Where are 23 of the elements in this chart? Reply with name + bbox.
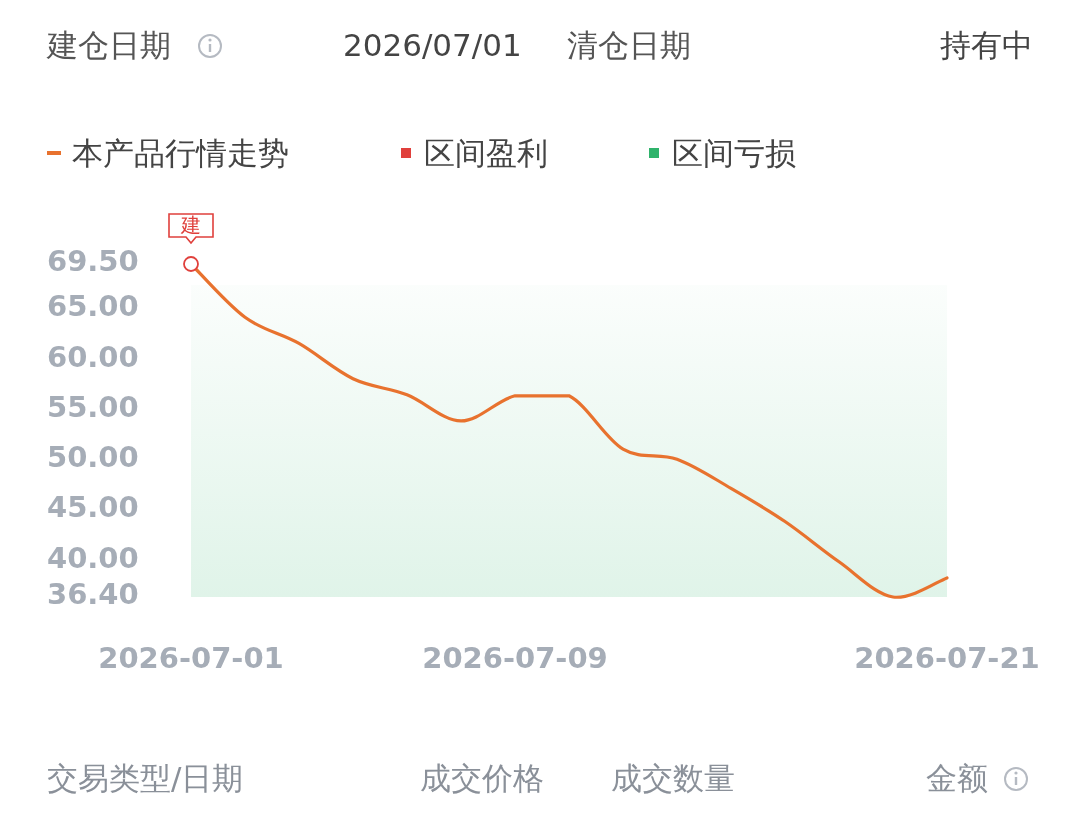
y-tick-label: 55.00 (47, 389, 139, 424)
y-tick-label: 65.00 (47, 289, 139, 324)
text: 成交价格 (420, 760, 544, 796)
annotation: 建 (180, 213, 201, 237)
text: 清仓日期 (567, 27, 691, 63)
x-tick-label: 2026-07-01 (98, 641, 284, 675)
legend-label: 区间亏损 (672, 135, 796, 171)
y-tick-label: 36.40 (47, 577, 139, 611)
text: 交易类型/日期 (47, 760, 244, 796)
x-tick-label: 2026-07-09 (422, 641, 608, 675)
legend-label: 区间盈利 (424, 135, 548, 171)
y-tick-label: 69.50 (47, 244, 139, 278)
text: 成交数量 (611, 760, 735, 796)
text: 2026/07/01 (343, 27, 522, 63)
text: 持有中 (940, 27, 1033, 63)
x-tick-label: 2026-07-21 (854, 641, 1040, 675)
text: 金额 (926, 760, 988, 796)
y-tick-label: 40.00 (47, 540, 139, 575)
legend-label: 本产品行情走势 (72, 135, 289, 171)
y-tick-label: 50.00 (47, 440, 139, 475)
y-tick-label: 45.00 (47, 490, 139, 525)
text: 建仓日期 (46, 27, 171, 63)
y-tick-label: 60.00 (47, 339, 139, 374)
